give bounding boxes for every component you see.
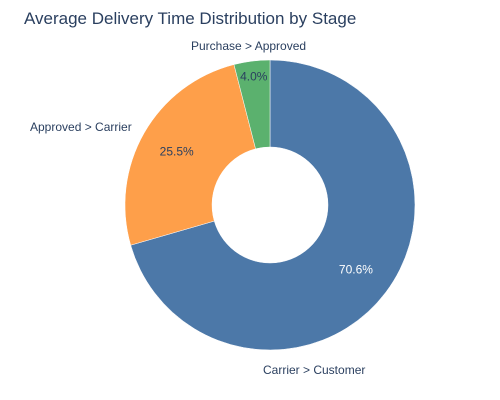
slice-labels: 70.6% Carrier > Customer 25.5% Approved > C…: [30, 39, 373, 377]
slice-approved-carrier[interactable]: [124, 64, 256, 246]
category-label-carrier-customer: Carrier > Customer: [263, 363, 365, 377]
category-label-approved-carrier: Approved > Carrier: [30, 120, 132, 134]
percent-label-carrier-customer: 70.6%: [339, 263, 373, 277]
donut-slices: [124, 59, 416, 351]
category-label-purchase-approved: Purchase > Approved: [191, 39, 306, 53]
slice-purchase-approved[interactable]: [233, 59, 271, 150]
chart-title: Average Delivery Time Distribution by St…: [24, 9, 356, 28]
slice-carrier-customer[interactable]: [130, 59, 416, 351]
percent-label-approved-carrier: 25.5%: [160, 145, 194, 159]
percent-label-purchase-approved: 4.0%: [240, 70, 268, 84]
